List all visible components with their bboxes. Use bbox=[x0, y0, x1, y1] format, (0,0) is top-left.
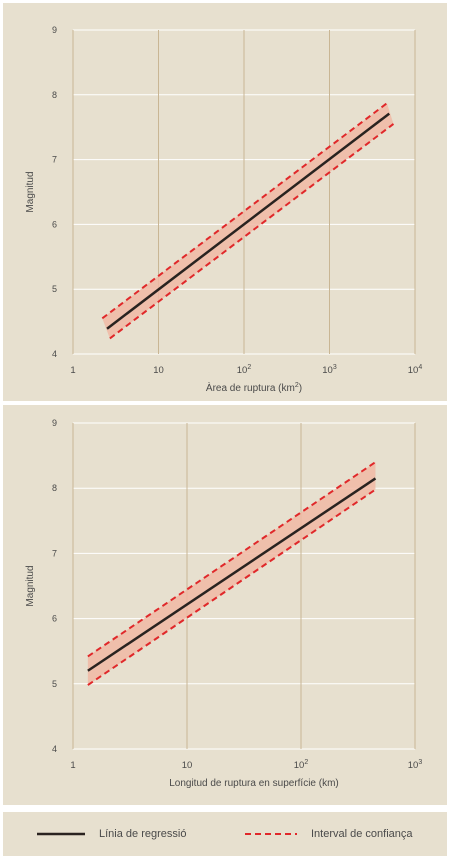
confidence-lower-line bbox=[109, 123, 395, 340]
y-tick-label: 9 bbox=[52, 25, 57, 35]
y-tick-label: 8 bbox=[52, 483, 57, 493]
legend-item-confidence: Interval de confiança bbox=[245, 812, 413, 856]
y-tick-label: 5 bbox=[52, 284, 57, 294]
y-tick-label: 7 bbox=[52, 155, 57, 165]
y-tick-label: 6 bbox=[52, 219, 57, 229]
y-tick-label: 7 bbox=[52, 548, 57, 558]
x-tick-label: 10 bbox=[182, 760, 193, 771]
chart-panel-length: 4 5 6 7 8 9 1 10 102 103 Longitud de ruptura en su… bbox=[3, 405, 447, 805]
chart-panel-area: 4 5 6 7 8 9 1 10 102 103 104 Àrea de ruptura (km2) M… bbox=[3, 3, 447, 401]
x-axis-label: Longitud de ruptura en superfície (km) bbox=[169, 778, 339, 789]
x-axis-label: Àrea de ruptura (km2) bbox=[206, 381, 302, 394]
x-tick-label: 1 bbox=[70, 760, 75, 771]
y-tick-label: 4 bbox=[52, 744, 57, 754]
x-tick-label: 102 bbox=[294, 759, 309, 771]
chart-rupture-area: 4 5 6 7 8 9 1 10 102 103 104 Àrea de ruptura (km2) M… bbox=[25, 25, 423, 394]
y-tick-label: 5 bbox=[52, 679, 57, 689]
y-tick-label: 8 bbox=[52, 90, 57, 100]
regression-line bbox=[106, 112, 391, 330]
x-tick-label: 104 bbox=[408, 364, 423, 376]
legend-label-regression: Línia de regressió bbox=[99, 828, 187, 840]
x-tick-label: 103 bbox=[408, 759, 423, 771]
regression-line bbox=[87, 477, 377, 672]
y-tick-label: 9 bbox=[52, 418, 57, 428]
y-tick-label: 4 bbox=[52, 349, 57, 359]
y-tick-label: 6 bbox=[52, 614, 57, 624]
x-tick-label: 102 bbox=[237, 364, 252, 376]
confidence-upper-line bbox=[87, 461, 377, 658]
legend: Línia de regressió Interval de confiança bbox=[3, 812, 447, 856]
regression-line-swatch bbox=[37, 832, 85, 836]
x-tick-label: 1 bbox=[70, 365, 75, 376]
confidence-lower-line bbox=[87, 488, 377, 686]
legend-item-regression: Línia de regressió bbox=[37, 812, 186, 856]
confidence-line-swatch bbox=[245, 833, 297, 835]
chart-rupture-length: 4 5 6 7 8 9 1 10 102 103 Longitud de ruptura en su… bbox=[25, 418, 423, 789]
x-tick-label: 10 bbox=[153, 365, 164, 376]
y-axis-label: Magnitud bbox=[25, 565, 36, 606]
x-tick-label: 103 bbox=[322, 364, 337, 376]
legend-label-confidence: Interval de confiança bbox=[311, 828, 413, 840]
y-axis-label: Magnitud bbox=[25, 171, 36, 212]
